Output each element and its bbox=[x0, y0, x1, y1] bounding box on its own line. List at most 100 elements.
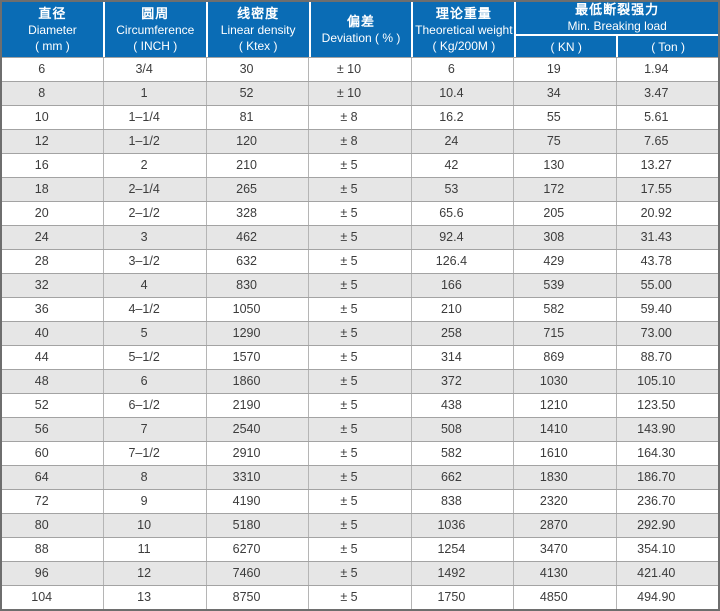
table-cell: 1860 bbox=[207, 370, 310, 393]
table-cell: 166 bbox=[412, 274, 515, 297]
table-cell: 4130 bbox=[514, 562, 617, 585]
table-cell: 53 bbox=[412, 178, 515, 201]
table-cell: 130 bbox=[514, 154, 617, 177]
table-cell: 17.55 bbox=[640, 182, 672, 196]
table-cell: 5.61 bbox=[644, 110, 669, 124]
table-cell: 1410 bbox=[514, 418, 617, 441]
table-row: 104 13 8750 ± 5 1750 4850 494.90 bbox=[2, 585, 718, 609]
table-cell: 40 bbox=[2, 322, 105, 345]
table-cell: 11 bbox=[104, 538, 207, 561]
table-row: 52 6–1/2 2190 ± 5 438 1210 123.50 bbox=[2, 393, 718, 417]
table-cell: ± 5 bbox=[309, 370, 412, 393]
table-cell: 81 bbox=[207, 106, 310, 129]
column-header-breaking-load-group: 最低断裂强力 Min. Breaking load ( KN ) ( Ton ) bbox=[516, 2, 718, 57]
table-row: 16 2 210 ± 5 42 130 13.27 bbox=[2, 153, 718, 177]
table-cell: 65.6 bbox=[412, 202, 515, 225]
table-cell: 2540 bbox=[207, 418, 310, 441]
table-cell: 6 bbox=[104, 370, 207, 393]
table-row: 12 1–1/2 120 ± 8 24 75 7.65 bbox=[2, 129, 718, 153]
table-cell: 2190 bbox=[207, 394, 310, 417]
table-cell: 5 bbox=[104, 322, 207, 345]
table-cell: 4–1/2 bbox=[104, 298, 207, 321]
table-row: 20 2–1/2 328 ± 5 65.6 205 20.92 bbox=[2, 201, 718, 225]
table-cell: 5180 bbox=[207, 514, 310, 537]
table-cell: 2–1/4 bbox=[104, 178, 207, 201]
table-cell: 13 bbox=[104, 586, 207, 609]
subcolumn-header-kn: ( KN ) bbox=[516, 36, 619, 57]
table-cell: 462 bbox=[207, 226, 310, 249]
table-cell: ± 8 bbox=[309, 106, 412, 129]
table-cell: 59.40 bbox=[640, 302, 672, 316]
table-cell: 52 bbox=[207, 82, 310, 105]
table-cell: ± 5 bbox=[309, 154, 412, 177]
header-unit-diameter: ( mm ) bbox=[35, 39, 70, 53]
table-cell: ± 5 bbox=[309, 514, 412, 537]
table-cell: 582 bbox=[412, 442, 515, 465]
table-row: 60 7–1/2 2910 ± 5 582 1610 164.30 bbox=[2, 441, 718, 465]
table-cell: 308 bbox=[514, 226, 617, 249]
table-cell: 48 bbox=[2, 370, 105, 393]
table-cell: 186.70 bbox=[637, 470, 676, 484]
table-cell: 2 bbox=[104, 154, 207, 177]
table-cell: ± 5 bbox=[309, 538, 412, 561]
table-row: 6 3/4 30 ± 10 6 19 1.94 bbox=[2, 57, 718, 81]
table-cell: 6270 bbox=[207, 538, 310, 561]
table-cell: 16 bbox=[2, 154, 105, 177]
column-header-theoretical-weight: 理论重量 Theoretical weight ( Kg/200M ) bbox=[413, 2, 517, 57]
table-cell: 6–1/2 bbox=[104, 394, 207, 417]
table-cell: 354.10 bbox=[637, 542, 676, 556]
table-cell: 75 bbox=[514, 130, 617, 153]
table-cell: 3 bbox=[104, 226, 207, 249]
table-cell: 55 bbox=[514, 106, 617, 129]
table-cell: 20 bbox=[2, 202, 105, 225]
table-cell: 210 bbox=[412, 298, 515, 321]
table-cell: 1290 bbox=[207, 322, 310, 345]
table-cell: 31.43 bbox=[640, 230, 672, 244]
table-cell: 1.94 bbox=[644, 62, 669, 76]
table-cell: 105.10 bbox=[637, 374, 676, 388]
table-cell: 1210 bbox=[514, 394, 617, 417]
table-cell: 18 bbox=[2, 178, 105, 201]
table-header: 直径 Diameter ( mm ) 圆周 Circumference ( IN… bbox=[2, 2, 718, 57]
table-row: 88 11 6270 ± 5 1254 3470 354.10 bbox=[2, 537, 718, 561]
table-cell: 3310 bbox=[207, 466, 310, 489]
table-cell: 1254 bbox=[412, 538, 515, 561]
table-cell: 205 bbox=[514, 202, 617, 225]
table-cell: 10 bbox=[104, 514, 207, 537]
table-row: 44 5–1/2 1570 ± 5 314 869 88.70 bbox=[2, 345, 718, 369]
table-cell: 210 bbox=[207, 154, 310, 177]
table-cell: 632 bbox=[207, 250, 310, 273]
header-cn-circumference: 圆周 bbox=[141, 6, 170, 21]
table-cell: 258 bbox=[412, 322, 515, 345]
table-cell: 164.30 bbox=[637, 446, 676, 460]
table-cell: 13.27 bbox=[640, 158, 672, 172]
table-cell: 7 bbox=[104, 418, 207, 441]
table-cell: 5–1/2 bbox=[104, 346, 207, 369]
table-cell: 1 bbox=[104, 82, 207, 105]
table-cell: ± 10 bbox=[309, 82, 412, 105]
table-cell: 24 bbox=[412, 130, 515, 153]
table-cell: 20.92 bbox=[640, 206, 672, 220]
header-unit-theoretical-weight: ( Kg/200M ) bbox=[432, 39, 496, 53]
table-cell: ± 5 bbox=[309, 250, 412, 273]
table-cell: 838 bbox=[412, 490, 515, 513]
table-cell: 582 bbox=[514, 298, 617, 321]
header-cn-theoretical-weight: 理论重量 bbox=[435, 6, 492, 21]
table-row: 48 6 1860 ± 5 372 1030 105.10 bbox=[2, 369, 718, 393]
table-row: 64 8 3310 ± 5 662 1830 186.70 bbox=[2, 465, 718, 489]
table-cell: ± 5 bbox=[309, 442, 412, 465]
table-cell: 28 bbox=[2, 250, 105, 273]
table-cell: 1492 bbox=[412, 562, 515, 585]
table-cell: 96 bbox=[2, 562, 105, 585]
header-cn-diameter: 直径 bbox=[38, 6, 67, 21]
table-cell: 8 bbox=[104, 466, 207, 489]
table-cell: 1–1/4 bbox=[104, 106, 207, 129]
table-row: 56 7 2540 ± 5 508 1410 143.90 bbox=[2, 417, 718, 441]
table-row: 40 5 1290 ± 5 258 715 73.00 bbox=[2, 321, 718, 345]
header-en-deviation: Deviation ( % ) bbox=[321, 31, 401, 45]
table-cell: 1050 bbox=[207, 298, 310, 321]
table-cell: 830 bbox=[207, 274, 310, 297]
table-cell: 494.90 bbox=[637, 590, 676, 604]
table-cell: ± 5 bbox=[309, 298, 412, 321]
table-cell: ± 5 bbox=[309, 394, 412, 417]
